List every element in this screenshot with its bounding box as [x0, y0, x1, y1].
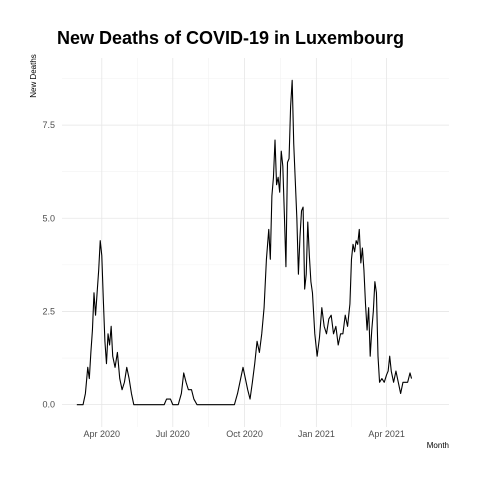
y-tick-label: 7.5	[42, 120, 55, 130]
x-tick-label: Apr 2020	[84, 429, 121, 439]
y-axis-label: New Deaths	[29, 54, 38, 98]
x-tick-label: Apr 2021	[368, 429, 405, 439]
x-tick-label: Jul 2020	[156, 429, 190, 439]
grid-lines	[62, 58, 449, 427]
y-tick-label: 5.0	[42, 213, 55, 223]
y-tick-label: 0.0	[42, 400, 55, 410]
x-axis: Apr 2020 Jul 2020 Oct 2020 Jan 2021 Apr 2021	[84, 429, 405, 439]
chart-title: New Deaths of COVID-19 in Luxembourg	[57, 28, 404, 48]
x-tick-label: Oct 2020	[226, 429, 263, 439]
y-tick-label: 2.5	[42, 306, 55, 316]
x-axis-label: Month	[427, 441, 449, 450]
series-layer	[76, 79, 413, 406]
series-line-new-deaths	[76, 79, 413, 406]
x-tick-label: Jan 2021	[298, 429, 335, 439]
y-axis: 0.0 2.5 5.0 7.5	[42, 120, 55, 410]
